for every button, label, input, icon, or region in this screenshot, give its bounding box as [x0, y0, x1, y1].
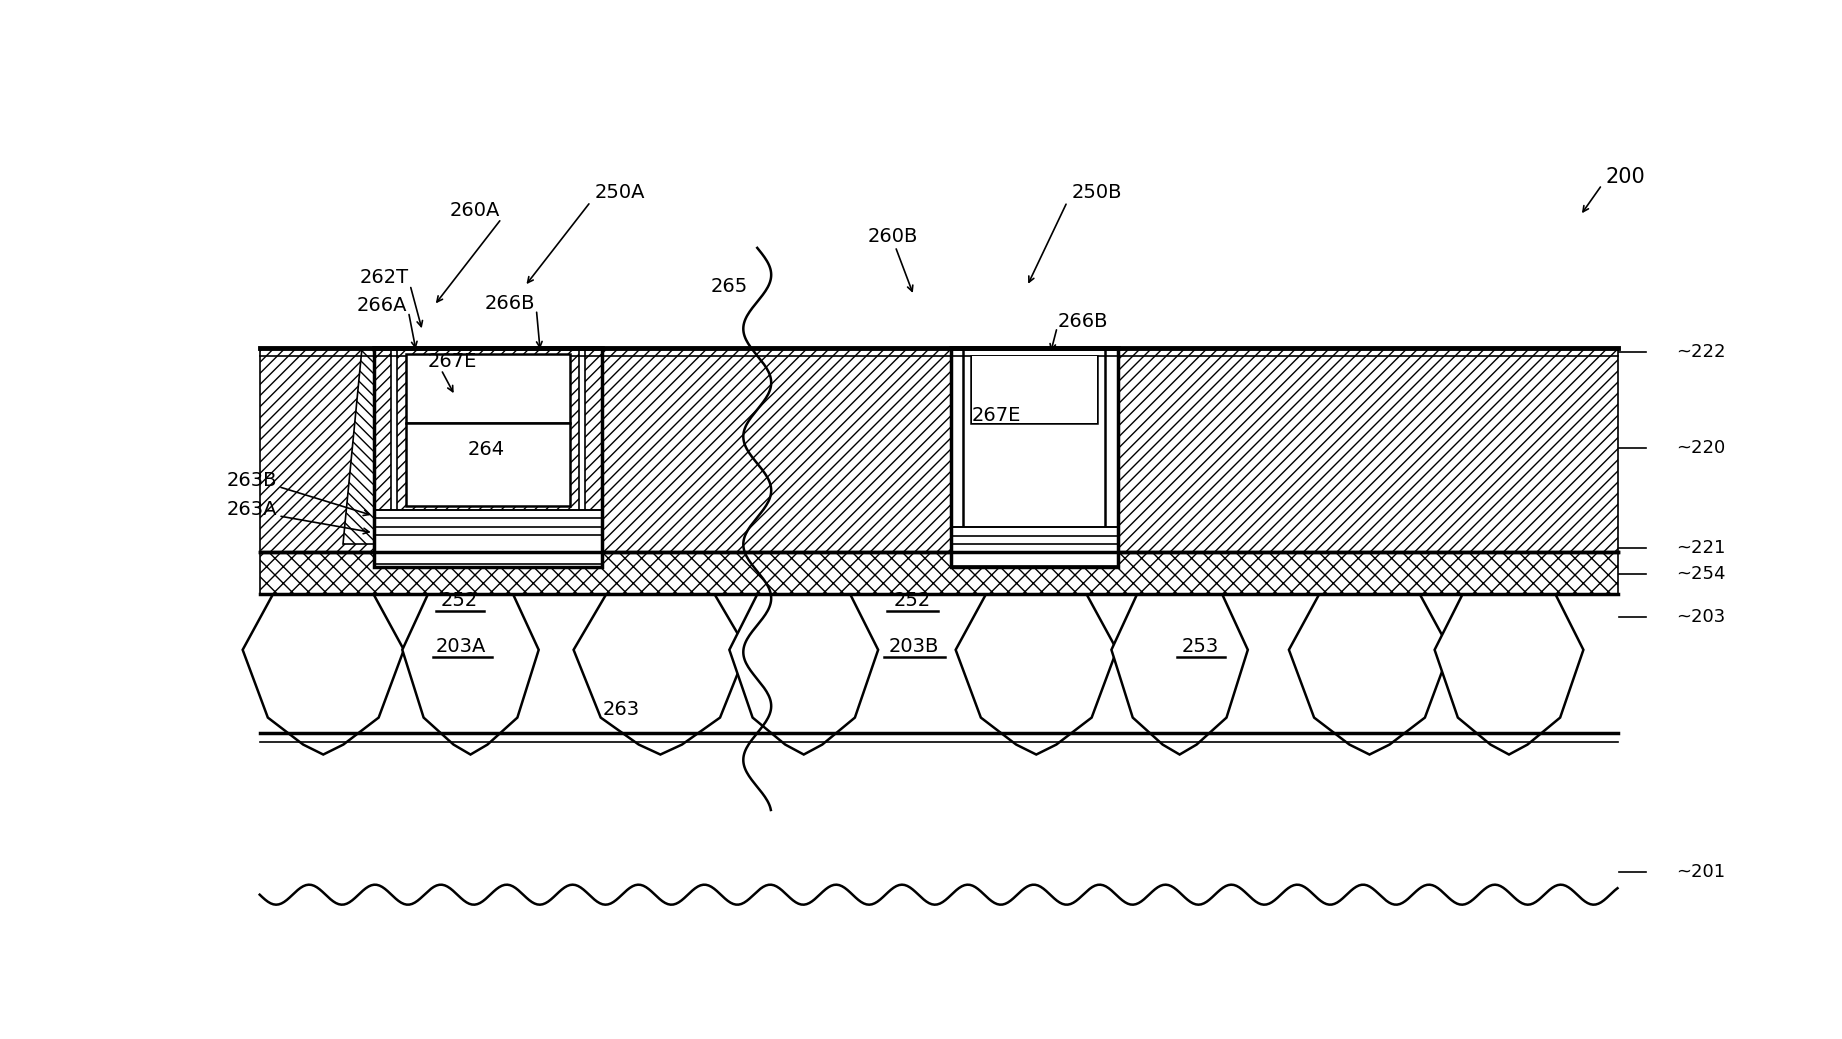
Text: ~201: ~201 — [1676, 862, 1724, 881]
Text: 265: 265 — [711, 276, 748, 296]
Text: 267E: 267E — [427, 352, 477, 371]
Bar — [950, 348, 1118, 567]
Text: 260A: 260A — [449, 202, 499, 220]
Text: 250A: 250A — [595, 183, 645, 202]
Bar — [374, 348, 602, 567]
Bar — [963, 348, 1105, 529]
Text: 203B: 203B — [888, 637, 939, 657]
Bar — [374, 510, 602, 563]
Text: 266B: 266B — [484, 294, 534, 313]
Polygon shape — [343, 348, 374, 544]
Bar — [973, 356, 1096, 423]
Polygon shape — [402, 594, 538, 754]
Text: 263B: 263B — [227, 471, 276, 490]
Polygon shape — [1111, 594, 1247, 754]
Polygon shape — [956, 594, 1116, 754]
Bar — [260, 552, 1617, 594]
Polygon shape — [729, 594, 879, 754]
Bar — [971, 355, 1098, 424]
Text: 200: 200 — [1606, 167, 1645, 187]
Text: ~254: ~254 — [1676, 564, 1726, 583]
Bar — [374, 348, 602, 567]
Text: 252: 252 — [440, 591, 477, 610]
Text: 253: 253 — [1183, 637, 1219, 657]
Bar — [260, 348, 1617, 552]
Text: 250B: 250B — [1072, 183, 1122, 202]
Text: ~203: ~203 — [1676, 609, 1724, 627]
Text: 203A: 203A — [437, 637, 486, 657]
Text: 266B: 266B — [1057, 312, 1109, 330]
Text: ~220: ~220 — [1676, 439, 1724, 457]
Text: 263A: 263A — [227, 500, 276, 520]
Bar — [950, 348, 1118, 567]
Bar — [407, 354, 569, 424]
Bar — [950, 348, 1118, 567]
Text: 260B: 260B — [868, 227, 917, 246]
Text: 266A: 266A — [357, 296, 407, 315]
Text: 252: 252 — [893, 591, 930, 610]
Polygon shape — [1289, 594, 1450, 754]
Bar — [950, 528, 1118, 566]
Text: ~221: ~221 — [1676, 539, 1724, 557]
Text: 263: 263 — [602, 700, 641, 719]
Text: 267E: 267E — [971, 406, 1020, 425]
Polygon shape — [573, 594, 748, 754]
Bar — [396, 348, 578, 544]
Polygon shape — [586, 348, 602, 544]
Bar — [407, 424, 569, 506]
Polygon shape — [1435, 594, 1584, 754]
Polygon shape — [374, 348, 391, 544]
Text: 262T: 262T — [359, 268, 409, 287]
Text: 264: 264 — [468, 441, 505, 459]
Text: ~222: ~222 — [1676, 343, 1726, 361]
Polygon shape — [243, 594, 403, 754]
